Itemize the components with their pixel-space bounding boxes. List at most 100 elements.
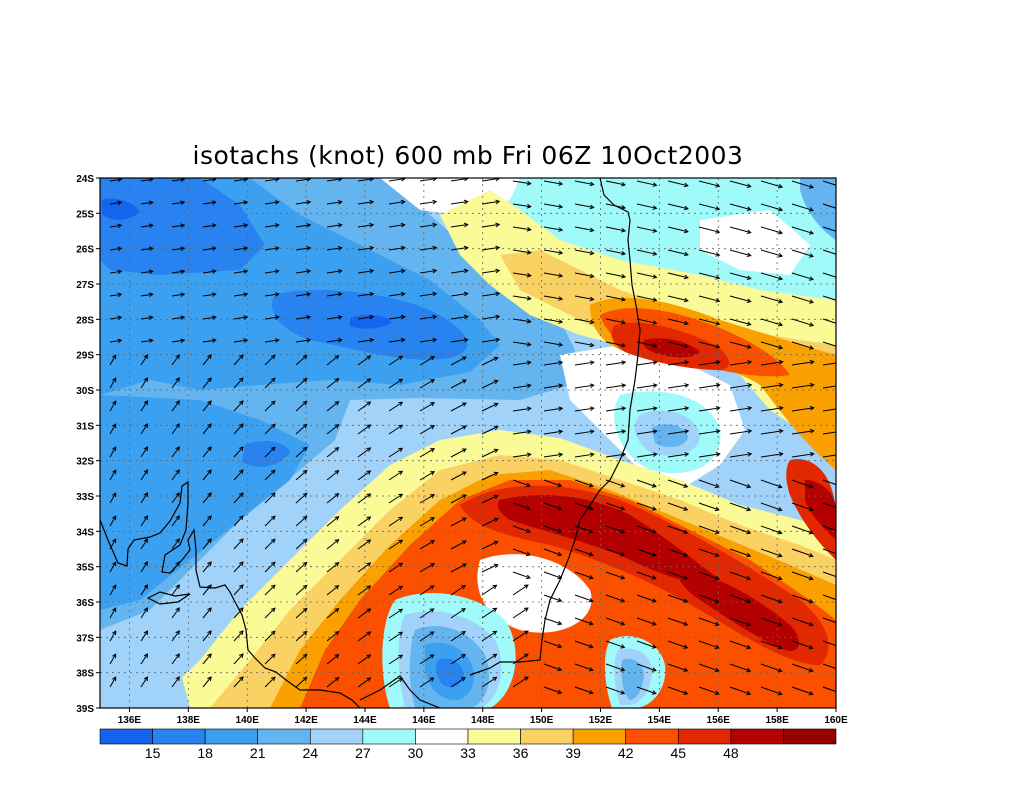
wind-vector — [264, 400, 276, 412]
shade-21c — [652, 424, 688, 448]
wind-vector — [326, 178, 343, 182]
wind-vector — [326, 538, 340, 550]
colorbar-label: 33 — [460, 745, 476, 761]
wind-vector — [667, 406, 690, 412]
wind-vector — [574, 180, 595, 187]
colorbar-label: 45 — [670, 745, 686, 761]
wind-vector — [698, 452, 721, 458]
wind-vector — [729, 594, 752, 604]
longitude-labels: 136E 138E 140E 142E 144E 146E 148E 150E 152E 154E… — [118, 708, 848, 726]
wind-vector — [729, 405, 753, 412]
wind-vector — [202, 676, 212, 688]
wind-vector — [419, 677, 435, 688]
wind-vector — [388, 355, 404, 366]
wind-vector — [760, 203, 784, 212]
wind-vector — [636, 479, 657, 488]
wind-vector — [791, 272, 815, 281]
plot-title: isotachs (knot) 600 mb Fri 06Z 10Oct2003 — [192, 141, 744, 170]
wind-vector — [388, 493, 404, 504]
wind-vector — [450, 291, 469, 297]
colorbar-swatch — [309, 728, 364, 745]
colorbar-label: 36 — [513, 745, 529, 761]
wind-vector — [450, 314, 469, 320]
wind-vector — [233, 515, 244, 527]
wind-vector — [605, 617, 626, 626]
wind-vector — [574, 383, 595, 389]
wind-vector — [636, 272, 658, 279]
wind-vector — [388, 539, 404, 550]
wind-vector — [140, 292, 154, 298]
colorbar-label: 48 — [723, 745, 739, 761]
wind-vector — [264, 200, 280, 205]
wind-vector — [109, 338, 123, 344]
wind-vector — [760, 479, 783, 489]
wind-vector — [171, 561, 180, 573]
lat-label: 38S — [76, 669, 94, 680]
wind-vector — [698, 525, 720, 535]
wind-vector — [729, 180, 752, 189]
wind-vector — [543, 525, 563, 534]
wind-vector — [233, 561, 244, 573]
wind-vector — [450, 356, 467, 366]
wind-vector — [822, 571, 836, 578]
wind-vector — [264, 338, 280, 343]
wind-vector — [295, 315, 312, 320]
colorbar-swatch — [467, 728, 521, 745]
wind-vector — [543, 452, 564, 458]
wind-vector — [512, 180, 532, 186]
lat-label: 33S — [76, 492, 94, 503]
wind-vector — [636, 341, 658, 348]
lat-label: 34S — [76, 527, 94, 538]
wind-vector — [760, 663, 783, 673]
wind-vector — [667, 295, 689, 303]
colorbar-label: 21 — [250, 745, 266, 761]
wind-vector — [388, 222, 406, 228]
wind-vector — [388, 401, 404, 412]
wind-vector — [419, 356, 436, 366]
wind-vector — [791, 295, 815, 304]
wind-vector — [171, 538, 180, 550]
colorbar-label: 27 — [355, 745, 371, 761]
wind-vector — [326, 584, 340, 596]
wind-vector — [543, 502, 563, 511]
wind-vector — [295, 607, 308, 619]
wind-vector — [574, 663, 594, 672]
wind-vector — [481, 653, 498, 665]
shade-48c — [678, 570, 800, 651]
wind-vector — [450, 517, 467, 527]
wind-vector — [295, 178, 312, 182]
wind-vector — [512, 249, 532, 255]
wind-vector — [729, 226, 752, 235]
wind-vector — [543, 617, 563, 626]
colorbar-label: 24 — [302, 745, 318, 761]
colorbar-swatch — [677, 728, 732, 745]
wind-vector — [636, 318, 658, 325]
wind-vector — [264, 269, 280, 274]
lon-label: 138E — [177, 715, 201, 726]
wind-vector — [171, 653, 180, 665]
wind-vector — [140, 538, 149, 550]
wind-vector — [667, 502, 689, 511]
colorbar-swatch — [152, 728, 206, 745]
wind-vector — [636, 502, 657, 511]
wind-vector — [202, 338, 217, 343]
wind-vector — [574, 452, 595, 458]
wind-vector — [295, 338, 312, 343]
wind-vector — [109, 200, 123, 206]
colorbar-swatch — [99, 728, 153, 745]
wind-vector — [574, 525, 594, 534]
wind-vector — [264, 607, 276, 619]
wind-vector — [822, 408, 836, 412]
wind-vector — [233, 676, 244, 688]
wind-vector — [171, 223, 186, 228]
wind-vector — [264, 492, 276, 504]
wind-vector — [481, 356, 499, 366]
lon-label: 150E — [530, 715, 554, 726]
wind-vector — [512, 203, 532, 209]
wind-vector — [171, 515, 180, 527]
wind-vector — [295, 292, 312, 297]
lat-label: 26S — [76, 245, 94, 256]
wind-vector — [698, 249, 721, 257]
wind-vector — [109, 400, 117, 412]
wind-vector — [109, 653, 117, 665]
